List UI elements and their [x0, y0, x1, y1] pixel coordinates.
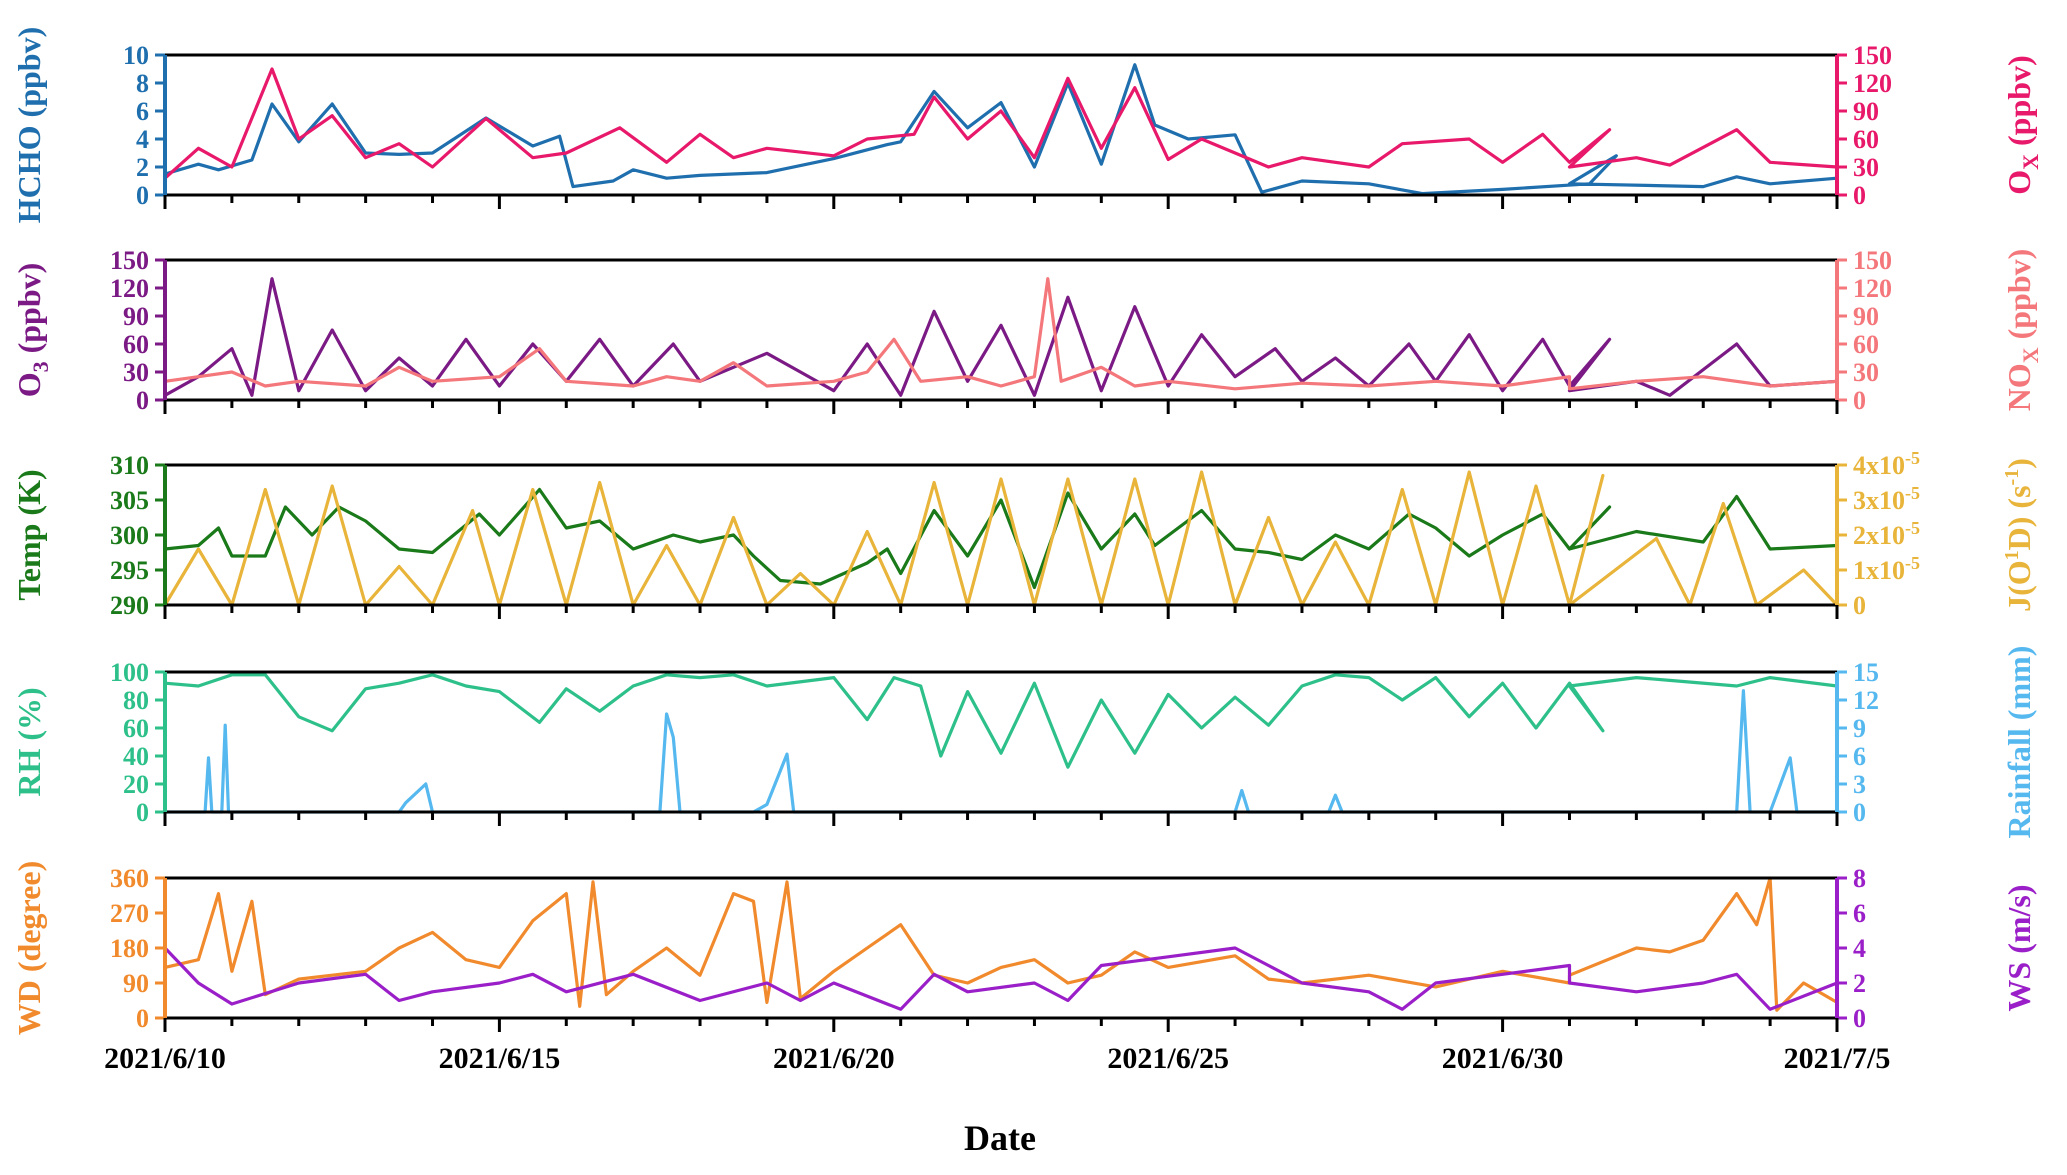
- right-tick-label: 9: [1853, 714, 1866, 743]
- left-tick-label: 180: [110, 934, 149, 963]
- right-tick-label: 60: [1853, 125, 1879, 154]
- x-tick-label: 2021/6/30: [1442, 1042, 1564, 1075]
- left-tick-label: 290: [110, 591, 149, 620]
- left-tick-label: 305: [110, 486, 149, 515]
- left-tick-label: 60: [123, 714, 149, 743]
- left-tick-label: 300: [110, 521, 149, 550]
- panel-2-left-axis-title: O3 (ppbv): [11, 263, 53, 398]
- right-tick-label: 0: [1853, 181, 1866, 210]
- x-tick-label: 2021/7/5: [1784, 1042, 1891, 1075]
- right-tick-label: 4: [1853, 934, 1866, 963]
- left-tick-label: 100: [110, 658, 149, 687]
- panel-5-left-axis-title: WD (degree): [11, 861, 47, 1035]
- right-tick-label: 150: [1853, 246, 1892, 275]
- left-tick-label: 310: [110, 451, 149, 480]
- left-tick-label: 30: [123, 358, 149, 387]
- right-tick-label: 1x10-5: [1853, 553, 1920, 585]
- left-tick-label: 295: [110, 556, 149, 585]
- left-tick-label: 0: [136, 181, 149, 210]
- right-tick-label: 90: [1853, 97, 1879, 126]
- left-tick-label: 0: [136, 1004, 149, 1033]
- right-tick-label: 0: [1853, 798, 1866, 827]
- panel-3-left-series-line: [164, 487, 1838, 590]
- right-tick-label: 30: [1853, 153, 1879, 182]
- x-axis-title: Date: [964, 1118, 1036, 1158]
- left-tick-label: 150: [110, 246, 149, 275]
- panel-1-right-series-line: [163, 67, 1838, 180]
- panel-1-left-series-line: [164, 63, 1838, 196]
- right-tick-label: 120: [1853, 274, 1892, 303]
- x-tick-label: 2021/6/25: [1107, 1042, 1229, 1075]
- panel-4-right-axis-title: Rainfall (mm): [2001, 646, 2037, 839]
- right-tick-label: 30: [1853, 358, 1879, 387]
- left-tick-label: 360: [110, 864, 149, 893]
- left-tick-label: 4: [136, 125, 149, 154]
- right-tick-label: 0: [1853, 591, 1866, 620]
- panel-4-right-series-line: [165, 689, 1837, 814]
- panel-2-right-series-line: [164, 277, 1838, 391]
- panel-3: 290 295 300 305 310 Temp (K) 0 1x10-52x10-53x10…: [11, 448, 2037, 620]
- panel-3-right-axis-title: J(O1D) (s-1): [2001, 458, 2037, 612]
- panel-2-left-series-line: [164, 277, 1838, 397]
- panel-4-frame: [163, 670, 1839, 814]
- right-tick-label: 60: [1853, 330, 1879, 359]
- left-tick-label: 2: [136, 153, 149, 182]
- panel-5: 0 90 180 270 360 WD (degree) 0 2 4 6 8 WS (m/s): [11, 861, 2037, 1035]
- right-tick-label: 0: [1853, 1004, 1866, 1033]
- panel-3-left-axis-title: Temp (K): [11, 469, 47, 600]
- right-tick-label: 6: [1853, 899, 1866, 928]
- right-tick-label: 2x10-5: [1853, 518, 1920, 550]
- right-tick-label: 2: [1853, 969, 1866, 998]
- left-tick-label: 8: [136, 69, 149, 98]
- left-tick-label: 90: [123, 302, 149, 331]
- panel-2-frame: [163, 258, 1839, 402]
- x-tick-label: 2021/6/20: [773, 1042, 895, 1075]
- right-tick-label: 6: [1853, 742, 1866, 771]
- panel-5-right-series-line: [163, 946, 1838, 1011]
- panel-5-right-axis-title: WS (m/s): [2001, 884, 2037, 1011]
- right-tick-label: 3: [1853, 770, 1866, 799]
- right-tick-label: 8: [1853, 864, 1866, 893]
- x-tick-label: 2021/6/10: [104, 1042, 226, 1075]
- left-tick-label: 80: [123, 686, 149, 715]
- left-tick-label: 0: [136, 798, 149, 827]
- x-tick-label: 2021/6/15: [439, 1042, 561, 1075]
- right-tick-label: 0: [1853, 386, 1866, 415]
- left-tick-label: 20: [123, 770, 149, 799]
- left-tick-label: 90: [123, 969, 149, 998]
- left-tick-label: 120: [110, 274, 149, 303]
- left-tick-label: 40: [123, 742, 149, 771]
- right-tick-label: 90: [1853, 302, 1879, 331]
- left-tick-label: 10: [123, 41, 149, 70]
- left-tick-label: 6: [136, 97, 149, 126]
- right-tick-label: 4x10-5: [1853, 448, 1920, 480]
- right-tick-label: 150: [1853, 41, 1892, 70]
- panel-4-left-axis-title: RH (%): [11, 687, 47, 796]
- left-tick-label: 60: [123, 330, 149, 359]
- left-tick-label: 0: [136, 386, 149, 415]
- panel-4-left-series-line: [164, 673, 1838, 769]
- panel-2-right-axis-title: NOX (ppbv): [2001, 249, 2043, 412]
- right-tick-label: 3x10-5: [1853, 483, 1920, 515]
- panel-1-left-axis-title: HCHO (ppbv): [11, 27, 47, 223]
- left-tick-label: 270: [110, 899, 149, 928]
- panel-3-right-series-line: [163, 470, 1839, 607]
- right-tick-label: 12: [1853, 686, 1879, 715]
- x-axis: Date 2021/6/10 2021/6/15 2021/6/20 2021/6/2…: [104, 1042, 1890, 1158]
- panel-5-left-series-line: [164, 876, 1838, 1012]
- right-tick-label: 120: [1853, 69, 1892, 98]
- panel-1-right-axis-title: OX (ppbv): [2001, 55, 2043, 194]
- right-tick-label: 15: [1853, 658, 1879, 687]
